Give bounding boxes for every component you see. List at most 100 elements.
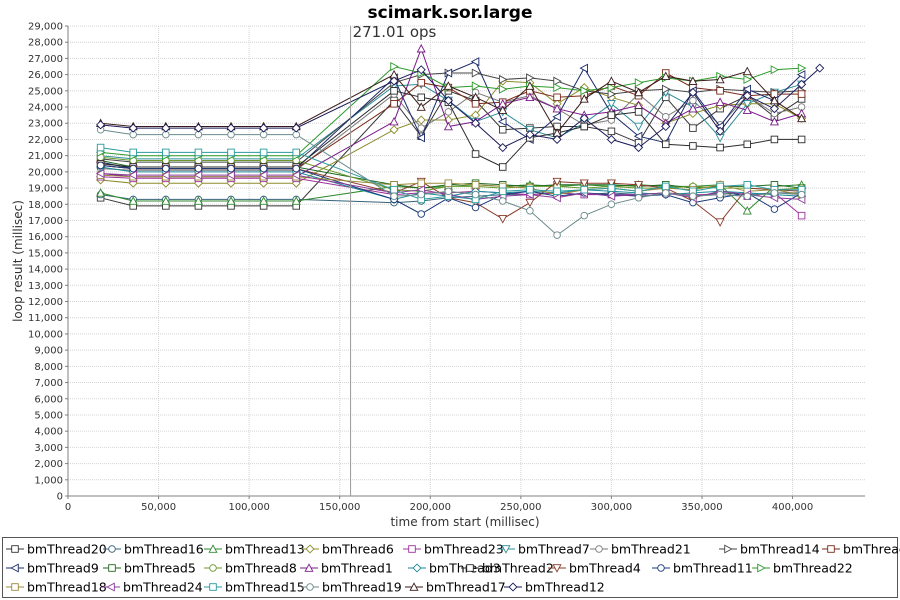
annotation-layer: 271.01 ops bbox=[350, 23, 437, 496]
x-tick-label: 250,000 bbox=[500, 502, 541, 513]
legend-label: bmThread21 bbox=[611, 542, 691, 557]
data-point bbox=[390, 61, 399, 72]
data-point bbox=[607, 127, 616, 136]
data-point bbox=[194, 148, 203, 157]
data-point bbox=[444, 187, 453, 196]
data-point bbox=[443, 81, 453, 90]
data-point bbox=[742, 91, 752, 101]
x-tick-label: 200,000 bbox=[410, 502, 451, 513]
data-point bbox=[471, 100, 480, 108]
legend-marker bbox=[466, 564, 474, 572]
data-point bbox=[416, 102, 426, 111]
data-point bbox=[471, 150, 480, 158]
data-point bbox=[716, 190, 724, 199]
data-point bbox=[526, 185, 534, 194]
y-tick-label: 26,000 bbox=[28, 70, 63, 81]
legend-label: bmThread4 bbox=[569, 561, 641, 576]
data-point bbox=[553, 83, 562, 93]
data-point bbox=[769, 116, 779, 126]
data-point bbox=[815, 63, 825, 73]
y-axis-label: loop result (millisec) bbox=[11, 200, 25, 322]
data-point bbox=[606, 76, 616, 85]
data-point bbox=[498, 84, 508, 94]
data-point bbox=[715, 218, 725, 227]
data-point bbox=[291, 123, 301, 133]
y-tick-label: 6,000 bbox=[34, 394, 63, 405]
data-point bbox=[796, 70, 806, 80]
data-point bbox=[417, 190, 425, 199]
legend-label: bmThread19 bbox=[322, 580, 402, 595]
data-point bbox=[471, 118, 481, 128]
legend-label: bmThread13 bbox=[225, 542, 305, 557]
data-point bbox=[580, 86, 589, 96]
series-line bbox=[100, 67, 821, 149]
data-point bbox=[715, 126, 725, 136]
data-point bbox=[226, 123, 236, 133]
data-point bbox=[525, 198, 535, 208]
data-point bbox=[259, 123, 269, 133]
data-point bbox=[742, 66, 752, 76]
x-tick-label: 400,000 bbox=[772, 502, 813, 513]
annotation-label: 271.01 ops bbox=[353, 23, 437, 41]
y-tick-label: 23,000 bbox=[28, 119, 63, 130]
legend-item-bmThread8: bmThread8 bbox=[204, 561, 297, 576]
y-tick-label: 22,000 bbox=[28, 135, 63, 146]
data-point bbox=[497, 117, 507, 127]
data-point bbox=[390, 185, 398, 194]
legend-label: bmThread11 bbox=[673, 561, 753, 576]
legend-label: bmThread9 bbox=[27, 561, 99, 576]
data-point bbox=[417, 78, 425, 87]
data-point bbox=[129, 164, 137, 173]
legend-marker bbox=[757, 563, 766, 573]
legend-item-bmThread4: bmThread4 bbox=[548, 561, 641, 576]
data-point bbox=[661, 71, 671, 80]
data-point bbox=[162, 164, 170, 173]
legend-marker bbox=[106, 582, 115, 592]
data-point bbox=[606, 134, 616, 144]
y-tick-label: 29,000 bbox=[28, 22, 63, 33]
data-point bbox=[797, 190, 806, 199]
data-point bbox=[553, 93, 561, 102]
legend-label: bmThread8 bbox=[225, 561, 297, 576]
y-tick-label: 4,000 bbox=[34, 427, 63, 438]
data-point bbox=[662, 182, 670, 191]
y-tick-label: 19,000 bbox=[28, 184, 63, 195]
x-tick-label: 100,000 bbox=[228, 502, 269, 513]
x-axis-label: time from start (millisec) bbox=[390, 515, 539, 529]
legend-marker bbox=[552, 564, 562, 573]
legend-marker bbox=[408, 545, 416, 553]
data-point bbox=[95, 168, 105, 179]
legend-marker bbox=[827, 545, 835, 553]
data-point bbox=[390, 100, 398, 108]
legend-label: bmThread24 bbox=[123, 580, 203, 595]
legend-label: bmThread15 bbox=[225, 580, 305, 595]
data-point bbox=[797, 90, 806, 98]
data-point bbox=[389, 76, 399, 86]
legend-label: bmThread23 bbox=[424, 542, 504, 557]
data-point bbox=[633, 131, 643, 141]
data-point bbox=[553, 187, 561, 196]
data-point bbox=[416, 43, 426, 53]
data-point bbox=[743, 140, 752, 149]
data-point bbox=[689, 124, 697, 132]
data-point bbox=[226, 196, 236, 205]
data-point bbox=[580, 122, 588, 131]
data-point bbox=[770, 135, 779, 144]
data-point bbox=[742, 105, 752, 115]
legend-item-bmThread18: bmThread18 bbox=[6, 580, 107, 595]
data-point bbox=[715, 74, 725, 84]
data-point bbox=[769, 104, 779, 114]
data-point bbox=[742, 100, 752, 109]
data-point bbox=[416, 65, 426, 75]
data-point bbox=[606, 179, 616, 188]
data-point bbox=[769, 95, 779, 105]
data-point bbox=[715, 97, 725, 106]
legend-label: bmThread6 bbox=[322, 542, 394, 557]
legend-label: bmThread7 bbox=[518, 542, 590, 557]
y-tick-label: 17,000 bbox=[28, 216, 63, 227]
legend-item-bmThread24: bmThread24 bbox=[102, 580, 203, 595]
legend-item-bmThread22: bmThread22 bbox=[752, 561, 853, 576]
data-point bbox=[498, 105, 508, 115]
data-point bbox=[292, 164, 300, 173]
